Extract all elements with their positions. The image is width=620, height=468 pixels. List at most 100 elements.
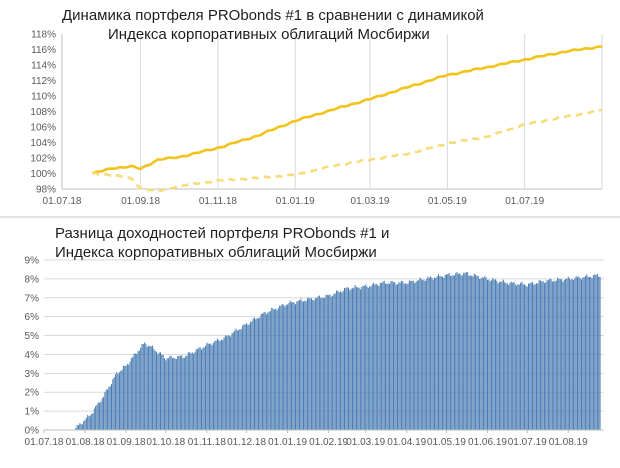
bar xyxy=(365,284,367,430)
y-tick-label: 116% xyxy=(31,45,56,56)
bar xyxy=(244,324,246,430)
bar xyxy=(230,336,232,430)
bar xyxy=(406,284,408,430)
bar xyxy=(279,305,281,430)
bar xyxy=(471,275,473,430)
bar xyxy=(436,276,438,430)
bar xyxy=(375,283,377,430)
bar xyxy=(179,355,181,430)
bar xyxy=(126,363,128,430)
bar xyxy=(194,352,196,430)
bar xyxy=(483,277,485,430)
bar xyxy=(239,329,241,430)
bar xyxy=(434,277,436,430)
y-tick-label: 3% xyxy=(25,369,40,380)
x-tick-label: 01.05.19 xyxy=(428,196,467,207)
bar xyxy=(486,280,489,430)
bar xyxy=(591,278,593,430)
bar xyxy=(321,297,323,430)
y-tick-label: 9% xyxy=(25,256,40,267)
bar xyxy=(506,283,508,430)
bar xyxy=(477,276,479,430)
bar xyxy=(302,301,304,430)
bar xyxy=(171,358,173,430)
bar xyxy=(566,278,568,430)
chart-title-line2: Индекса корпоративных облигаций Мосбиржи xyxy=(55,244,377,261)
bar xyxy=(367,287,369,430)
bar xyxy=(571,278,573,430)
bar xyxy=(418,280,420,430)
bar xyxy=(178,355,180,430)
bar xyxy=(488,279,490,430)
bar xyxy=(338,292,340,430)
bar xyxy=(386,283,388,430)
bar xyxy=(175,358,177,430)
bar xyxy=(93,408,95,430)
bar xyxy=(283,304,285,430)
bar xyxy=(493,279,495,430)
bar xyxy=(592,275,594,430)
bar xyxy=(545,282,547,430)
bar xyxy=(318,295,320,430)
bar xyxy=(512,282,514,430)
bar xyxy=(268,311,270,430)
bar xyxy=(340,291,342,430)
bar xyxy=(341,292,343,430)
bar xyxy=(154,351,156,430)
bar xyxy=(526,286,528,430)
bar xyxy=(420,278,422,430)
bar xyxy=(145,344,147,430)
panel-divider xyxy=(0,216,620,218)
bar xyxy=(264,311,266,430)
x-tick-label: 01.11.18 xyxy=(199,196,238,207)
bar xyxy=(165,360,167,430)
bar xyxy=(561,279,563,430)
bar xyxy=(281,303,283,430)
chart-title-line2: Индекса корпоративных облигаций Мосбиржи xyxy=(108,26,430,43)
x-tick-label: 01.12.18 xyxy=(227,437,266,448)
bar xyxy=(426,279,428,430)
bar xyxy=(325,294,327,430)
bar xyxy=(394,281,396,430)
bar xyxy=(416,280,418,430)
bar xyxy=(140,347,142,430)
bar xyxy=(201,349,203,430)
bar xyxy=(448,272,450,430)
chart-panel-portfolio-vs-index: Динамика портфеля PRObonds #1 в сравнени… xyxy=(0,0,620,216)
bar xyxy=(276,310,278,430)
bar xyxy=(577,277,579,430)
bar xyxy=(277,308,279,430)
chart-title-line1: Разница доходностей портфеля PRObonds #1… xyxy=(55,225,390,242)
bar xyxy=(354,285,356,430)
bar xyxy=(516,285,518,430)
bar xyxy=(596,273,598,430)
bar xyxy=(522,284,524,430)
bar xyxy=(542,280,544,430)
bar xyxy=(138,350,140,430)
bar xyxy=(292,302,294,430)
bar xyxy=(153,349,155,430)
bar xyxy=(136,353,138,430)
bar xyxy=(590,277,592,430)
bar xyxy=(534,284,536,430)
y-tick-label: 8% xyxy=(25,274,40,285)
bar xyxy=(280,305,282,430)
bar xyxy=(215,340,217,430)
bar xyxy=(289,300,291,430)
bar xyxy=(234,330,236,430)
bar xyxy=(390,281,392,430)
bar xyxy=(247,324,249,430)
bar xyxy=(584,276,586,430)
bar xyxy=(537,283,539,430)
bar xyxy=(452,274,454,430)
bar xyxy=(141,343,143,430)
bar xyxy=(359,289,361,430)
bar xyxy=(463,272,465,430)
x-tick-label: 01.07.19 xyxy=(505,196,544,207)
bar xyxy=(453,275,455,430)
bar xyxy=(549,278,551,430)
bar xyxy=(411,280,413,430)
bar xyxy=(525,285,527,430)
bar xyxy=(313,300,315,430)
bar xyxy=(389,284,391,430)
